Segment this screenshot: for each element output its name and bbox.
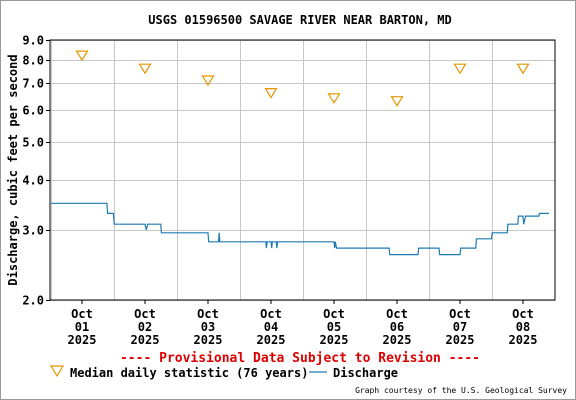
x-tick-month: Oct: [323, 307, 345, 321]
x-axis-ticks: Oct012025Oct022025Oct032025Oct042025Oct0…: [68, 300, 538, 347]
y-tick-label: 3.0: [22, 224, 44, 238]
y-tick-label: 8.0: [22, 54, 44, 68]
median-marker: [264, 87, 278, 99]
series: [51, 50, 549, 256]
x-tick-day: 05: [327, 320, 341, 334]
discharge-line: [51, 202, 549, 256]
legend-triangle-marker: [49, 365, 65, 378]
legend-label-median: Median daily statistic (76 years): [70, 366, 308, 380]
x-tick-month: Oct: [197, 307, 219, 321]
median-marker: [453, 63, 467, 75]
x-tick-year: 2025: [131, 333, 160, 347]
x-tick-year: 2025: [194, 333, 223, 347]
median-marker: [327, 93, 341, 105]
x-tick-month: Oct: [512, 307, 534, 321]
y-tick-label: 9.0: [22, 34, 44, 48]
median-marker: [75, 50, 89, 62]
x-tick-day: 03: [201, 320, 215, 334]
x-tick-year: 2025: [257, 333, 286, 347]
x-tick-day: 01: [75, 320, 89, 334]
credit-text: Graph courtesy of the U.S. Geological Su…: [355, 386, 567, 395]
x-tick-day: 06: [390, 320, 404, 334]
x-tick-month: Oct: [260, 307, 282, 321]
x-tick-day: 08: [516, 320, 530, 334]
x-tick-year: 2025: [509, 333, 538, 347]
median-marker: [138, 63, 152, 75]
y-tick-label: 5.0: [22, 136, 44, 150]
legend-label-discharge: Discharge: [333, 366, 398, 380]
y-tick-label: 4.0: [22, 174, 44, 188]
x-tick-month: Oct: [449, 307, 471, 321]
x-tick-day: 04: [264, 320, 278, 334]
provisional-note: ---- Provisional Data Subject to Revisio…: [120, 351, 480, 366]
x-tick-year: 2025: [320, 333, 349, 347]
y-tick-label: 6.0: [22, 104, 44, 118]
legend: Median daily statistic (76 years) Discha…: [49, 365, 398, 380]
chart-title: USGS 01596500 SAVAGE RIVER NEAR BARTON, …: [148, 13, 451, 27]
median-marker: [516, 63, 530, 75]
median-marker: [390, 96, 404, 107]
y-axis-label: Discharge, cubic feet per second: [6, 54, 20, 285]
x-tick-month: Oct: [71, 307, 93, 321]
y-tick-label: 7.0: [22, 77, 44, 91]
x-tick-month: Oct: [134, 307, 156, 321]
x-tick-year: 2025: [68, 333, 97, 347]
x-tick-year: 2025: [383, 333, 412, 347]
x-tick-month: Oct: [386, 307, 408, 321]
plot-frame: [49, 39, 556, 301]
y-tick-label: 2.0: [22, 294, 44, 308]
x-tick-day: 02: [138, 320, 152, 334]
y-axis-ticks: 2.0 3.0 4.0 5.0 6.0 7.0 8.0 9.0: [22, 34, 50, 308]
x-tick-day: 07: [453, 320, 467, 334]
median-marker: [201, 75, 215, 87]
x-tick-year: 2025: [446, 333, 475, 347]
